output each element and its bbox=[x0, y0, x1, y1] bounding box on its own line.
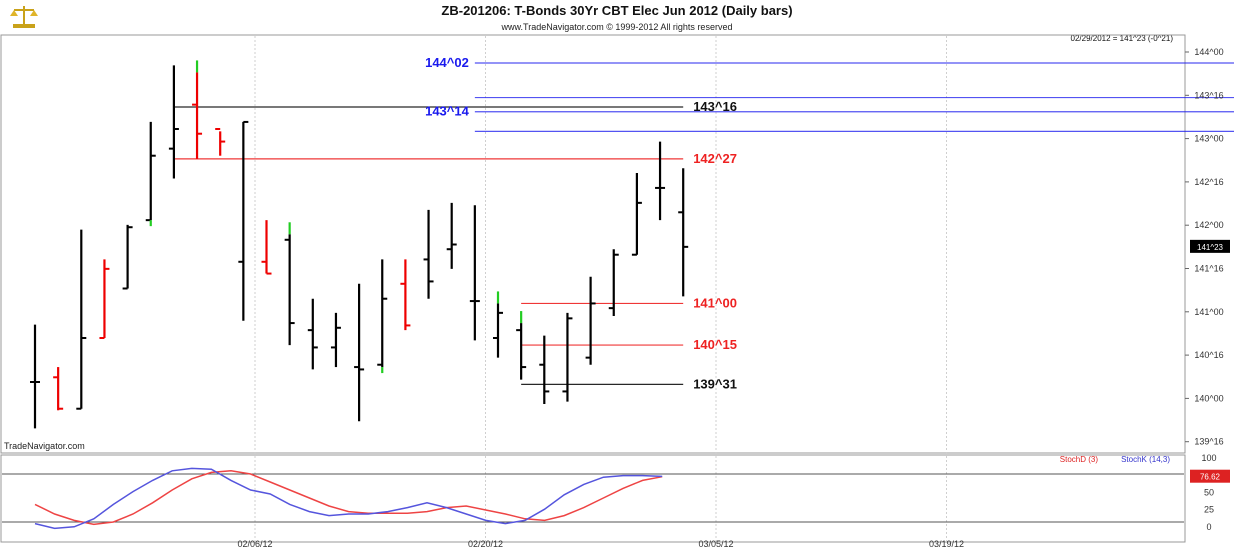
stoch-tick-label: 100 bbox=[1201, 453, 1216, 463]
ohlc-bar bbox=[446, 202, 457, 269]
ohlc-bar bbox=[215, 128, 226, 156]
stoch-panel-border bbox=[0, 454, 1186, 543]
stoch-tick-label: 50 bbox=[1204, 487, 1214, 497]
price-tick-label: 143^16 bbox=[1194, 90, 1223, 100]
stoch-axis: 1007550250 bbox=[1201, 453, 1216, 532]
price-tick-label: 141^16 bbox=[1194, 264, 1223, 274]
ohlc-bar bbox=[284, 222, 295, 346]
chart-title: ZB-201206: T-Bonds 30Yr CBT Elec Jun 201… bbox=[441, 3, 792, 18]
price-tick-label: 140^00 bbox=[1194, 393, 1223, 403]
ohlc-bar bbox=[122, 224, 133, 290]
stoch-series-line bbox=[34, 470, 663, 526]
ohlc-bar bbox=[539, 335, 550, 404]
date-tick-label: 03/05/12 bbox=[698, 539, 733, 548]
ohlc-bar bbox=[469, 205, 480, 341]
stoch-reference-lines bbox=[2, 473, 1184, 523]
stoch-tick-label: 0 bbox=[1206, 522, 1211, 532]
stoch-tick-label: 25 bbox=[1204, 505, 1214, 515]
price-tick-label: 142^16 bbox=[1194, 177, 1223, 187]
price-tick-label: 142^00 bbox=[1194, 220, 1223, 230]
last-quote-text: 02/29/2012 = 141^23 (-0^21) bbox=[1071, 34, 1174, 43]
date-tick-label: 02/20/12 bbox=[468, 539, 503, 548]
ohlc-bar bbox=[562, 312, 573, 402]
brand-watermark: TradeNavigator.com bbox=[4, 441, 85, 451]
scale-logo-icon bbox=[10, 6, 38, 28]
level-lines: 144^02143^20143^16143^14143^06142^27141^… bbox=[173, 55, 1234, 391]
price-tick-label: 140^16 bbox=[1194, 350, 1223, 360]
level-label: 143^16 bbox=[693, 99, 737, 114]
ohlc-bar bbox=[678, 168, 689, 297]
level-label: 140^15 bbox=[693, 337, 737, 352]
stoch-value-tag: 76.62 bbox=[1190, 469, 1230, 483]
price-axis: 144^00 143^16 143^00 142^16 142^00 141^16 141^… bbox=[1185, 47, 1224, 447]
ohlc-bar bbox=[192, 60, 203, 159]
ohlc-bar bbox=[53, 367, 64, 411]
ohlc-bar bbox=[145, 121, 156, 227]
ohlc-bar bbox=[238, 120, 249, 321]
date-axis: 02/06/12 02/20/12 03/05/12 03/19/12 bbox=[237, 539, 964, 548]
ohlc-bar bbox=[608, 249, 619, 316]
price-bars bbox=[30, 60, 689, 429]
ohlc-bar bbox=[76, 229, 87, 410]
ohlc-bar bbox=[516, 311, 527, 380]
ohlc-bar bbox=[261, 220, 272, 275]
current-price-label: 141^23 bbox=[1197, 243, 1224, 252]
level-label: 139^31 bbox=[693, 376, 737, 391]
ohlc-bar bbox=[307, 298, 318, 370]
ohlc-bar bbox=[354, 283, 365, 422]
ohlc-bar bbox=[400, 259, 411, 331]
ohlc-bar bbox=[493, 291, 503, 358]
ohlc-bar bbox=[168, 65, 179, 179]
level-label: 144^02 bbox=[425, 55, 469, 70]
ohlc-bar bbox=[423, 209, 434, 299]
stoch-value-label: 76.62 bbox=[1200, 473, 1221, 482]
ohlc-bar bbox=[377, 259, 388, 374]
ohlc-bar bbox=[30, 324, 40, 429]
level-label: 143^14 bbox=[425, 104, 470, 119]
legend-stochk: StochK (14,3) bbox=[1121, 455, 1170, 464]
ohlc-bar bbox=[585, 276, 596, 365]
copyright-text: www.TradeNavigator.com © 1999-2012 All r… bbox=[501, 22, 733, 32]
vertical-grid bbox=[254, 36, 947, 541]
level-label: 142^27 bbox=[693, 151, 737, 166]
ohlc-bar bbox=[631, 173, 642, 256]
price-tick-label: 139^16 bbox=[1194, 437, 1223, 447]
ohlc-bar bbox=[330, 312, 341, 368]
price-tick-label: 144^00 bbox=[1194, 47, 1223, 57]
price-tick-label: 141^00 bbox=[1194, 307, 1223, 317]
price-panel-border bbox=[0, 34, 1186, 454]
date-tick-label: 02/06/12 bbox=[237, 539, 272, 548]
legend-stochd: StochD (3) bbox=[1060, 455, 1099, 464]
stoch-lines bbox=[34, 467, 663, 530]
level-label: 141^00 bbox=[693, 295, 737, 310]
date-tick-label: 03/19/12 bbox=[929, 539, 964, 548]
stoch-series-line bbox=[34, 467, 663, 530]
ohlc-bar bbox=[99, 259, 110, 339]
price-tick-label: 143^00 bbox=[1194, 134, 1223, 144]
ohlc-bar bbox=[655, 141, 666, 221]
current-price-tag: 141^23 bbox=[1190, 239, 1230, 253]
